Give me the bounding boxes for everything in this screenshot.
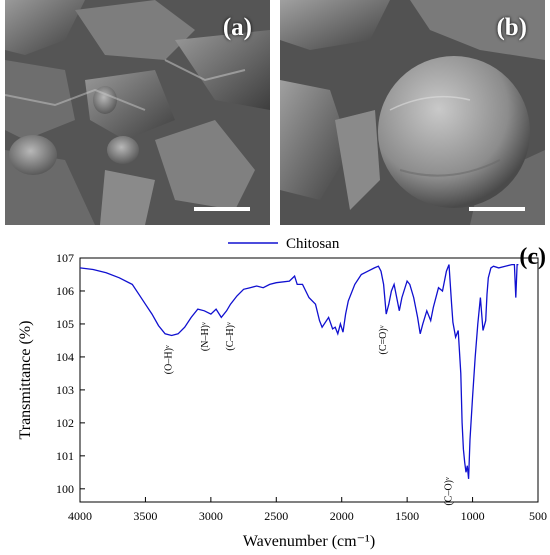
y-tick-label: 105 bbox=[56, 317, 74, 331]
y-tick-label: 106 bbox=[56, 284, 74, 298]
plot-frame bbox=[79, 257, 539, 503]
y-tick-label: 102 bbox=[56, 416, 74, 430]
y-tick-label: 101 bbox=[56, 449, 74, 463]
y-tick-label: 103 bbox=[56, 383, 74, 397]
scale-bar-a bbox=[194, 207, 250, 211]
ftir-chart: 4000 3500 3000 2500 2000 1500 1000 500 100 101 102… bbox=[17, 236, 547, 550]
panel-label-c: (c) bbox=[519, 244, 546, 270]
x-tick-label: 4000 bbox=[68, 509, 92, 523]
x-tick-label: 2500 bbox=[264, 509, 288, 523]
y-tick-label: 104 bbox=[56, 350, 74, 364]
x-tick-label: 1000 bbox=[461, 509, 485, 523]
x-tick-label: 500 bbox=[529, 509, 547, 523]
peak-annotation: (C–H)ᵛ bbox=[225, 322, 236, 351]
y-tick-label: 107 bbox=[56, 251, 74, 265]
x-tick-label: 3500 bbox=[133, 509, 157, 523]
series-line-chitosan bbox=[79, 263, 519, 479]
y-tick-label: 100 bbox=[56, 482, 74, 496]
x-tick-label: 1500 bbox=[395, 509, 419, 523]
x-axis-label: Wavenumber (cm⁻¹) bbox=[243, 533, 375, 550]
y-axis-label: Transmittance (%) bbox=[17, 321, 34, 440]
peak-annotation: (O–H)ᵛ bbox=[164, 345, 175, 374]
x-tick-label: 3000 bbox=[199, 509, 223, 523]
panel-label-b: (b) bbox=[496, 14, 527, 41]
scale-bar-b bbox=[469, 207, 525, 211]
sem-image-a: (a) bbox=[5, 0, 270, 225]
peak-annotation: (C–O)ᵛ bbox=[444, 477, 455, 506]
x-tick-label: 2000 bbox=[330, 509, 354, 523]
peak-annotation: (N–H)ᵛ bbox=[200, 322, 211, 351]
legend-label: Chitosan bbox=[286, 236, 340, 252]
sem-image-b: (b) bbox=[280, 0, 545, 225]
panel-label-a: (a) bbox=[222, 14, 252, 41]
sem-texture-b bbox=[280, 0, 545, 225]
peak-annotation: (C=O)ᵛ bbox=[378, 325, 389, 354]
sem-texture-a bbox=[5, 0, 270, 225]
